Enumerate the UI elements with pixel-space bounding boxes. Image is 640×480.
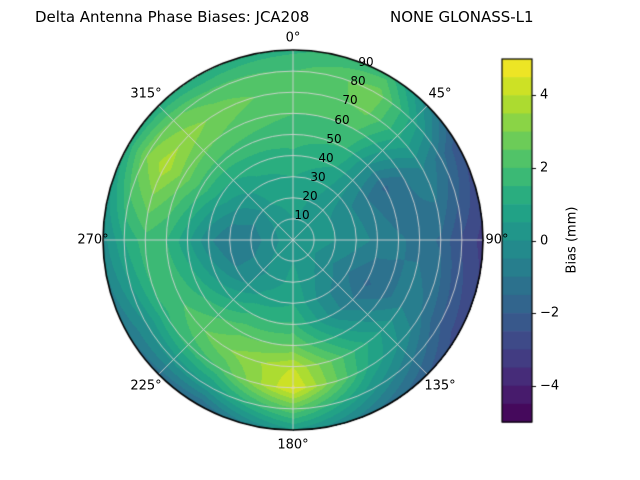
colorbar-tick-2: 2 (540, 160, 549, 176)
theta-tick-315: 315° (130, 86, 162, 102)
theta-tick-0: 0° (285, 30, 301, 46)
theta-tick-270: 270° (77, 232, 109, 248)
theta-tick-135: 135° (424, 378, 456, 394)
colorbar-axis-label: Bias (mm) (564, 206, 580, 274)
r-tick-80: 80 (350, 74, 366, 88)
r-tick-10: 10 (294, 208, 310, 222)
colorbar-tick-neg2: −2 (540, 305, 560, 321)
colorbar-tick-0: 0 (540, 233, 549, 249)
r-tick-70: 70 (342, 93, 358, 107)
theta-tick-90: 90° (485, 232, 509, 248)
r-tick-20: 20 (302, 189, 318, 203)
theta-tick-225: 225° (130, 378, 162, 394)
r-tick-40: 40 (318, 151, 334, 165)
r-tick-50: 50 (326, 132, 342, 146)
chart-title-right: NONE GLONASS-L1 (390, 8, 534, 26)
colorbar-tick-neg4: −4 (540, 378, 560, 394)
r-tick-60: 60 (334, 113, 350, 127)
theta-tick-180: 180° (277, 437, 309, 453)
r-tick-30: 30 (310, 170, 326, 184)
colorbar-tick-4: 4 (540, 87, 549, 103)
theta-tick-45: 45° (428, 86, 452, 102)
chart-title-left: Delta Antenna Phase Biases: JCA208 (35, 8, 310, 26)
r-tick-90: 90 (358, 55, 374, 69)
